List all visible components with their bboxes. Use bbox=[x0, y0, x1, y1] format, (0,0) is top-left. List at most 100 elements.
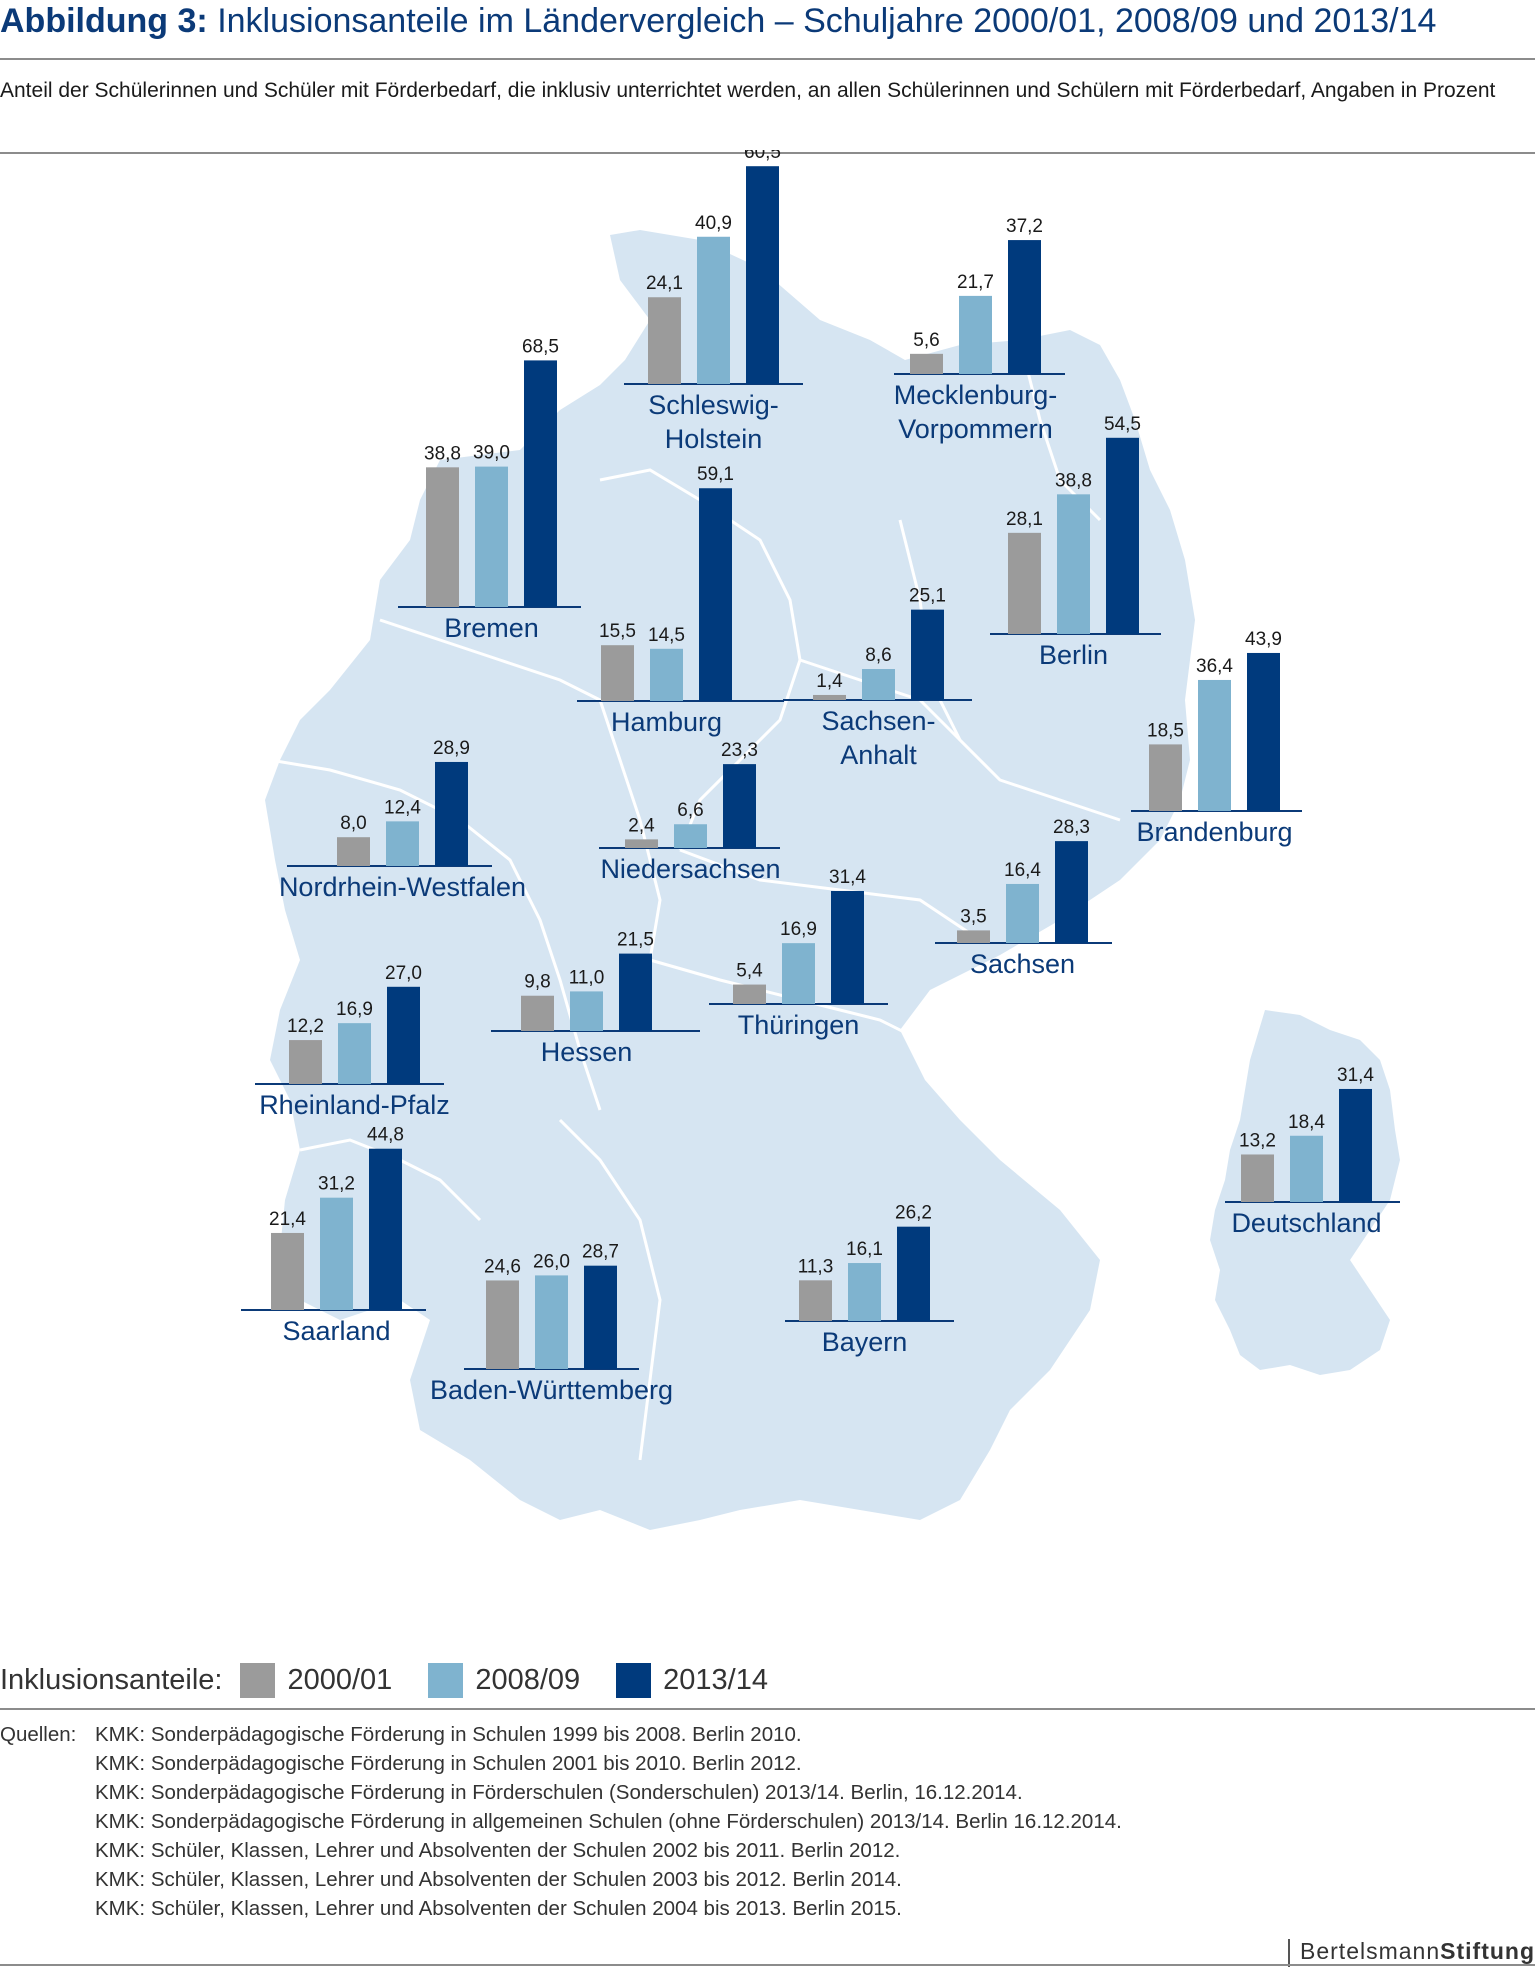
bar-2013 bbox=[1106, 437, 1139, 634]
bar-2013 bbox=[619, 953, 652, 1031]
region-name: Schleswig- bbox=[648, 390, 779, 420]
region-name: Deutschland bbox=[1231, 1208, 1381, 1238]
legend: Inklusionsanteile: 2000/01 2008/09 2013/… bbox=[0, 1660, 804, 1700]
region-group: 3,5 16,4 28,3 Sachsen bbox=[935, 817, 1112, 979]
bar-2000 bbox=[601, 645, 634, 701]
value-label: 27,0 bbox=[385, 963, 422, 984]
bar-2008 bbox=[320, 1197, 353, 1310]
source-line: KMK: Sonderpädagogische Förderung in all… bbox=[0, 1807, 1122, 1836]
bar-2013 bbox=[584, 1265, 617, 1369]
title-rule bbox=[0, 58, 1535, 60]
value-label: 24,6 bbox=[484, 1256, 521, 1277]
region-name: Sachsen bbox=[970, 949, 1075, 979]
value-label: 31,2 bbox=[318, 1174, 355, 1195]
region-name: Vorpommern bbox=[898, 414, 1053, 444]
value-label: 16,1 bbox=[846, 1239, 883, 1260]
value-label: 15,5 bbox=[599, 621, 636, 642]
source-text: KMK: Sonderpädagogische Förderung in För… bbox=[95, 1781, 1023, 1804]
value-label: 18,4 bbox=[1288, 1112, 1325, 1133]
bar-2008 bbox=[570, 991, 603, 1031]
bar-2013 bbox=[1339, 1088, 1372, 1202]
value-label: 8,6 bbox=[865, 645, 891, 666]
value-label: 16,9 bbox=[336, 999, 373, 1020]
value-label: 28,9 bbox=[433, 738, 470, 759]
bertelsmann-logo: BertelsmannStiftung bbox=[1288, 1938, 1535, 1967]
bar-2013 bbox=[746, 166, 779, 384]
value-label: 1,4 bbox=[816, 671, 843, 692]
bar-2008 bbox=[386, 821, 419, 866]
bar-2008 bbox=[1198, 679, 1231, 811]
bar-2008 bbox=[782, 943, 815, 1004]
bar-2013 bbox=[699, 488, 732, 701]
value-label: 21,7 bbox=[957, 272, 994, 293]
value-label: 3,5 bbox=[960, 906, 986, 927]
legend-rule bbox=[0, 1708, 1535, 1710]
region-name: Baden-Württemberg bbox=[430, 1375, 673, 1405]
value-label: 28,1 bbox=[1006, 509, 1043, 530]
bar-2013 bbox=[1247, 652, 1280, 811]
bars-layer: 24,1 40,9 60,5 Schleswig- Holstein 5,6 21,7 37,… bbox=[241, 150, 1400, 1405]
region-name: Bayern bbox=[822, 1327, 908, 1357]
bar-2000 bbox=[733, 984, 766, 1004]
source-line: KMK: Schüler, Klassen, Lehrer und Absolv… bbox=[0, 1865, 1122, 1894]
value-label: 14,5 bbox=[648, 625, 685, 646]
value-label: 37,2 bbox=[1006, 216, 1043, 237]
bar-2000 bbox=[271, 1232, 304, 1310]
bar-2013 bbox=[435, 761, 468, 866]
value-label: 54,5 bbox=[1104, 414, 1141, 435]
region-name: Hamburg bbox=[611, 707, 722, 737]
value-label: 11,3 bbox=[798, 1256, 834, 1277]
bar-2013 bbox=[524, 360, 557, 607]
region-group: 38,8 39,0 68,5 Bremen bbox=[398, 336, 581, 643]
bar-2000 bbox=[289, 1040, 322, 1084]
region-name: Bremen bbox=[444, 613, 539, 643]
source-text: KMK: Schüler, Klassen, Lehrer und Absolv… bbox=[95, 1868, 902, 1891]
value-label: 8,0 bbox=[340, 813, 366, 834]
bar-2013 bbox=[911, 609, 944, 700]
bar-2013 bbox=[831, 890, 864, 1004]
title-text: Inklusionsanteile im Ländervergleich – S… bbox=[217, 2, 1437, 40]
bar-2008 bbox=[1006, 883, 1039, 943]
region-group: 5,4 16,9 31,4 Thüringen bbox=[709, 867, 888, 1040]
bar-2008 bbox=[535, 1275, 568, 1369]
value-label: 40,9 bbox=[695, 213, 732, 234]
region-group: 21,4 31,2 44,8 Saarland bbox=[241, 1125, 426, 1346]
bar-2008 bbox=[338, 1023, 371, 1084]
value-label: 23,3 bbox=[721, 740, 758, 761]
region-name: Thüringen bbox=[738, 1010, 860, 1040]
region-group: 11,3 16,1 26,2 Bayern bbox=[785, 1203, 954, 1357]
value-label: 36,4 bbox=[1196, 656, 1233, 677]
bar-2013 bbox=[369, 1148, 402, 1310]
value-label: 59,1 bbox=[697, 464, 734, 485]
value-label: 31,4 bbox=[1337, 1065, 1374, 1086]
legend-label-2000: 2000/01 bbox=[287, 1663, 393, 1696]
region-group: 24,1 40,9 60,5 Schleswig- Holstein bbox=[624, 150, 803, 454]
value-label: 26,2 bbox=[895, 1203, 932, 1224]
value-label: 13,2 bbox=[1239, 1130, 1276, 1151]
value-label: 6,6 bbox=[677, 800, 703, 821]
region-group: 28,1 38,8 54,5 Berlin bbox=[990, 414, 1161, 670]
logo-bar bbox=[1288, 1938, 1291, 1967]
value-label: 12,4 bbox=[384, 797, 421, 818]
value-label: 25,1 bbox=[909, 586, 946, 607]
legend-label-2008: 2008/09 bbox=[475, 1663, 581, 1696]
region-name: Sachsen- bbox=[821, 706, 935, 736]
region-group: 5,6 21,7 37,2 Mecklenburg- Vorpommern bbox=[894, 216, 1065, 444]
bar-2008 bbox=[848, 1263, 881, 1321]
logo-brand-bold: Stiftung bbox=[1440, 1938, 1535, 1964]
region-name: Brandenburg bbox=[1136, 817, 1292, 847]
bar-2008 bbox=[697, 236, 730, 384]
bar-2013 bbox=[897, 1226, 930, 1321]
sources: Quellen: KMK: Sonderpädagogische Förderun… bbox=[0, 1720, 1122, 1923]
value-label: 44,8 bbox=[367, 1125, 404, 1146]
region-name: Holstein bbox=[665, 424, 763, 454]
bar-2008 bbox=[959, 295, 992, 374]
value-label: 28,7 bbox=[582, 1242, 619, 1263]
value-label: 43,9 bbox=[1245, 629, 1282, 650]
bottom-rule bbox=[0, 1964, 1535, 1966]
region-group: 12,2 16,9 27,0 Rheinland-Pfalz bbox=[255, 963, 450, 1120]
value-label: 31,4 bbox=[829, 867, 866, 888]
value-label: 5,6 bbox=[913, 330, 939, 351]
value-label: 39,0 bbox=[473, 443, 510, 464]
value-label: 24,1 bbox=[646, 273, 683, 294]
